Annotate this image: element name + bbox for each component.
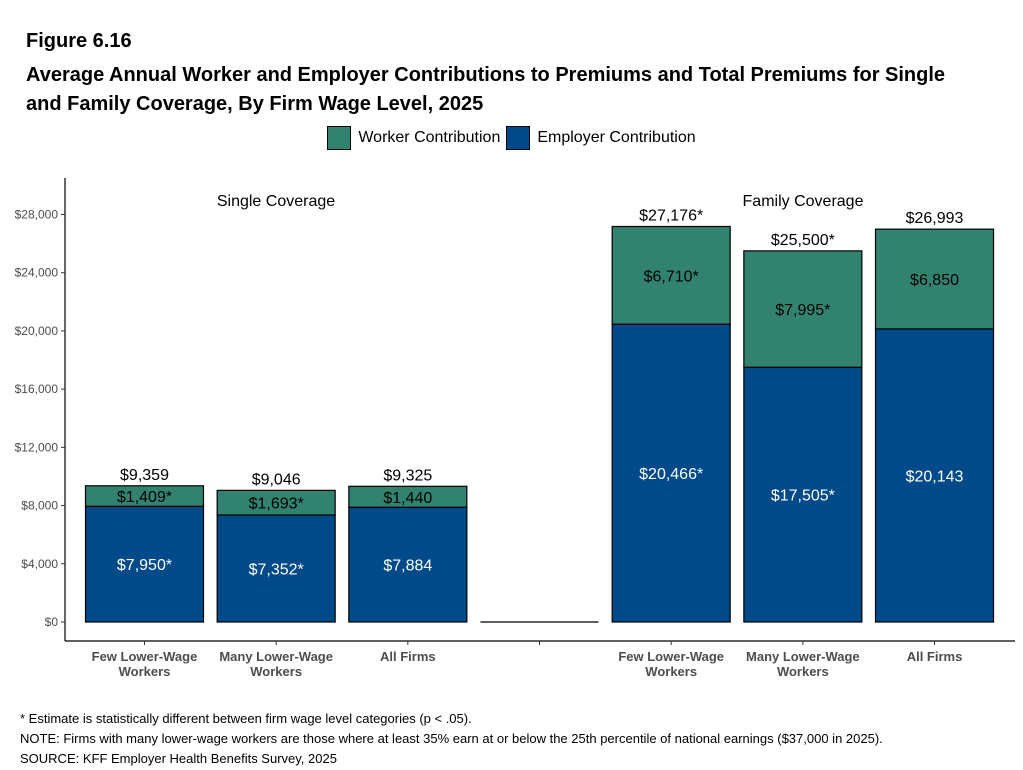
footnotes: * Estimate is statistically different be… [20, 709, 883, 769]
data-label-employer: $7,884 [383, 558, 432, 575]
y-tick-label: $0 [45, 615, 59, 629]
y-tick-label: $8,000 [21, 499, 58, 513]
y-tick-label: $16,000 [15, 382, 59, 396]
legend-label-employer: Employer Contribution [537, 129, 696, 146]
x-category-label: Workers [777, 664, 829, 679]
y-tick-label: $28,000 [15, 208, 59, 222]
data-label-worker: $6,850 [910, 272, 959, 289]
data-label-employer: $20,143 [906, 468, 964, 485]
data-label-total: $9,046 [252, 471, 301, 488]
legend-item-employer: Employer Contribution [506, 126, 696, 150]
bar-employer-contribution [348, 506, 468, 623]
data-label-total: $26,993 [906, 210, 964, 227]
data-label-total: $27,176* [639, 207, 703, 224]
x-category-label: All Firms [380, 649, 436, 664]
panel-label-single: Single Coverage [217, 193, 335, 210]
x-category-label: Few Lower-Wage [618, 649, 724, 664]
x-category-label: Workers [119, 664, 171, 679]
bar-employer-contribution [84, 505, 205, 623]
bar-worker-contribution [348, 485, 468, 508]
data-label-worker: $7,995* [775, 302, 830, 319]
data-label-employer: $7,950* [117, 557, 172, 574]
x-category-label: Many Lower-Wage [219, 649, 333, 664]
y-tick-label: $12,000 [15, 440, 59, 454]
data-label-employer: $7,352* [249, 562, 304, 579]
x-category-label: Workers [645, 664, 697, 679]
x-category-label: All Firms [907, 649, 963, 664]
bar-employer-contribution [874, 328, 995, 623]
legend-label-worker: Worker Contribution [358, 129, 501, 146]
data-label-total: $9,359 [120, 467, 169, 484]
panel-label-family: Family Coverage [743, 193, 864, 210]
footnote-source: SOURCE: KFF Employer Health Benefits Sur… [20, 751, 337, 766]
bar-worker-contribution [743, 250, 863, 368]
legend-swatch-worker [327, 126, 352, 150]
bar-worker-contribution [874, 228, 995, 330]
data-label-worker: $1,693* [249, 496, 304, 513]
x-category-label: Many Lower-Wage [746, 649, 860, 664]
y-tick-label: $24,000 [15, 266, 59, 280]
data-label-employer: $20,466* [639, 466, 703, 483]
bar-worker-contribution [84, 485, 205, 507]
footnote-note: NOTE: Firms with many lower-wage workers… [20, 731, 883, 746]
y-tick-label: $20,000 [15, 324, 59, 338]
data-label-worker: $1,440 [383, 490, 432, 507]
stacked-bar-chart: $0 $4,000 $8,000 $12,000 $16,000 $20,000 $24,0… [15, 178, 1015, 679]
legend-item-worker: Worker Contribution [327, 126, 500, 150]
x-category-label: Few Lower-Wage [92, 649, 198, 664]
data-label-worker: $1,409* [117, 489, 172, 506]
bar-worker-contribution [216, 489, 336, 516]
data-label-worker: $6,710* [644, 268, 699, 285]
legend-swatch-employer [506, 126, 531, 150]
legend: Worker Contribution Employer Contributio… [0, 126, 1023, 150]
bar-employer-contribution [743, 366, 863, 623]
x-category-label: Workers [250, 664, 302, 679]
bar-employer-contribution [216, 514, 336, 623]
bar-worker-contribution [611, 225, 731, 325]
data-label-employer: $17,505* [771, 488, 835, 505]
footnote-significance: * Estimate is statistically different be… [20, 711, 472, 726]
y-tick-label: $4,000 [21, 557, 58, 571]
data-label-total: $25,500* [771, 232, 835, 249]
chart-title: Average Annual Worker and Employer Contr… [26, 64, 946, 115]
figure-label: Figure 6.16 [26, 30, 132, 52]
data-label-total: $9,325 [383, 467, 432, 484]
